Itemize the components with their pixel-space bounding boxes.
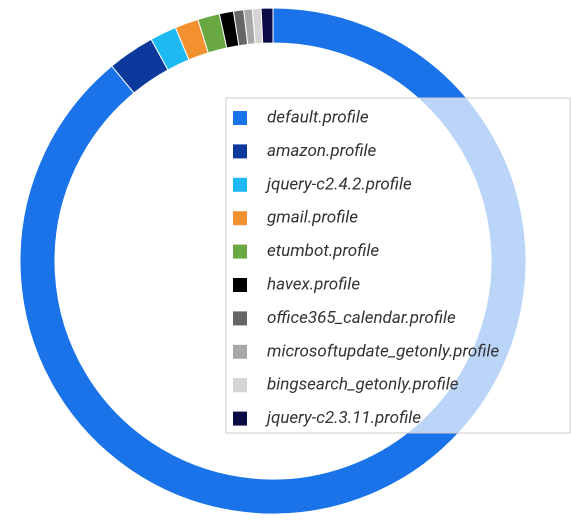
legend-label: default.profile (267, 107, 369, 127)
legend-swatch (233, 211, 247, 226)
legend-swatch (233, 278, 247, 292)
legend-swatch (233, 344, 247, 359)
legend-swatch (233, 111, 247, 125)
legend-swatch (233, 378, 247, 393)
legend-swatch (233, 244, 247, 259)
legend-label: amazon.profile (267, 141, 377, 161)
legend-box (225, 97, 571, 434)
legend-label: jquery-c2.3.11.profile (265, 408, 421, 428)
legend-label: microsoftupdate_getonly.profile (267, 341, 499, 361)
legend-swatch (233, 177, 247, 192)
legend-swatch (233, 411, 247, 426)
legend-label: bingsearch_getonly.profile (267, 375, 459, 395)
legend-label: havex.profile (267, 274, 360, 294)
legend-swatch (233, 144, 247, 159)
legend-label: office365_calendar.profile (267, 308, 456, 328)
legend-label: etumbot.profile (267, 241, 379, 261)
slice (260, 7, 274, 44)
legend-label: gmail.profile (267, 208, 358, 228)
legend-swatch (233, 311, 247, 326)
legend-label: jquery-c2.4.2.profile (265, 174, 412, 194)
